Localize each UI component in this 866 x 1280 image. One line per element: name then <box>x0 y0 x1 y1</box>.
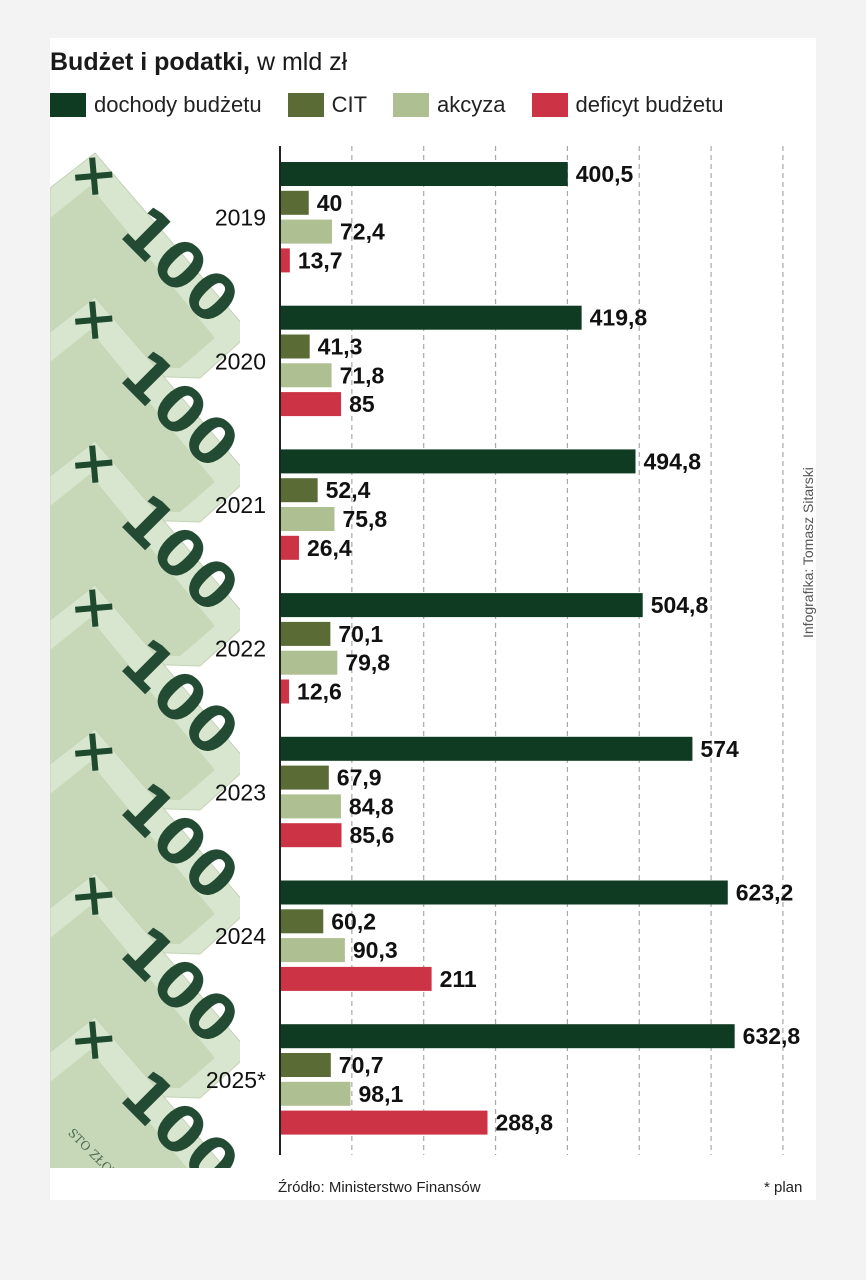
bar-dochody-budżetu <box>280 736 693 761</box>
bar-dochody-budżetu <box>280 880 728 905</box>
legend-swatch <box>531 93 568 117</box>
bar-CIT <box>280 1053 331 1077</box>
bar-akcyza <box>280 650 338 675</box>
banknote: ×100 <box>50 859 240 1099</box>
bar-akcyza <box>280 1081 351 1106</box>
data-label: 41,3 <box>318 334 363 360</box>
chart-title: Budżet i podatki, w mld zł <box>50 48 347 77</box>
data-label: 26,4 <box>307 535 352 561</box>
legend-swatch <box>393 93 430 117</box>
data-label: 494,8 <box>644 448 702 474</box>
legend-label: CIT <box>331 92 368 117</box>
bar-akcyza <box>280 219 333 244</box>
data-label: 72,4 <box>340 219 385 245</box>
data-label: 85,6 <box>350 822 395 848</box>
data-label: 85 <box>349 391 375 417</box>
bar-deficyt-budżetu <box>280 966 432 991</box>
title-subtitle: w mld zł <box>256 48 348 76</box>
title-main: Budżet i podatki, <box>50 48 250 76</box>
data-label: 71,8 <box>340 362 385 388</box>
data-label: 574 <box>700 736 739 762</box>
year-tick-label: 2023 <box>215 779 266 805</box>
infographic-card: Budżet i podatki, w mld zł dochody budże… <box>50 38 816 1200</box>
data-label: 75,8 <box>342 506 387 532</box>
bar-akcyza <box>280 794 341 819</box>
year-tick-label: 2021 <box>215 492 266 518</box>
legend-item-cit: CIT <box>287 92 368 118</box>
data-label: 70,1 <box>338 621 383 647</box>
bar-CIT <box>280 765 329 790</box>
legend: dochody budżetu CIT akcyza deficyt budże… <box>50 92 750 118</box>
bar-CIT <box>280 190 309 215</box>
data-label: 13,7 <box>298 247 343 273</box>
bar-CIT <box>280 621 331 646</box>
data-label: 67,9 <box>337 765 382 791</box>
banknote: ×100STO ZŁOTYCH <box>50 1003 240 1168</box>
year-tick-label: 2022 <box>215 636 266 662</box>
bar-dochody-budżetu <box>280 305 582 330</box>
bar-dochody-budżetu <box>280 593 643 618</box>
year-tick-label: 2019 <box>215 205 266 231</box>
bar-CIT <box>280 478 318 503</box>
banknotes-illustration: ×100×100×100×100×100×100×100STO ZŁOTYCH <box>50 139 240 1168</box>
bar-deficyt-budżetu <box>280 1110 488 1135</box>
bar-akcyza <box>280 938 345 963</box>
data-label: 400,5 <box>576 161 634 187</box>
data-label: 12,6 <box>297 679 342 705</box>
legend-label: deficyt budżetu <box>575 92 724 117</box>
data-label: 90,3 <box>353 937 398 963</box>
bar-akcyza <box>280 363 332 388</box>
bar-chart: 2019 400,5 40 72,413,7 2020 419,8 41,371,8 85 20… <box>206 146 801 1155</box>
data-label: 623,2 <box>736 880 794 906</box>
data-label: 211 <box>440 966 477 992</box>
data-label: 419,8 <box>590 305 648 331</box>
legend-label: dochody budżetu <box>94 92 262 117</box>
data-label: 288,8 <box>496 1110 554 1136</box>
legend-swatch <box>50 93 86 117</box>
data-label: 52,4 <box>326 477 371 503</box>
legend-label: akcyza <box>437 92 506 117</box>
bar-deficyt-budżetu <box>280 248 290 273</box>
data-label: 504,8 <box>651 592 709 618</box>
bar-deficyt-budżetu <box>280 392 342 417</box>
plan-footnote: * plan <box>764 1179 803 1196</box>
data-label: 98,1 <box>358 1081 403 1107</box>
bar-deficyt-budżetu <box>280 679 290 704</box>
year-tick-label: 2024 <box>215 923 266 949</box>
bar-dochody-budżetu <box>280 162 568 186</box>
data-label: 40 <box>317 190 343 216</box>
legend-swatch <box>287 93 324 117</box>
year-tick-label: 2025* <box>206 1067 266 1093</box>
bar-deficyt-budżetu <box>280 823 342 848</box>
bar-dochody-budżetu <box>280 1024 735 1049</box>
year-tick-label: 2020 <box>215 348 266 374</box>
bar-CIT <box>280 334 310 359</box>
legend-item-dochody: dochody budżetu <box>50 92 262 118</box>
legend-item-akcyza: akcyza <box>393 92 506 118</box>
bar-dochody-budżetu <box>280 449 636 474</box>
data-label: 632,8 <box>743 1023 801 1049</box>
legend-item-deficyt: deficyt budżetu <box>531 92 724 118</box>
source-note: Źródło: Ministerstwo Finansów <box>278 1179 481 1196</box>
credit-text: Infografika: Tomasz Sitarski <box>800 467 816 638</box>
bar-akcyza <box>280 507 335 531</box>
bar-deficyt-budżetu <box>280 535 299 560</box>
data-label: 79,8 <box>345 650 390 676</box>
data-label: 70,7 <box>339 1052 384 1078</box>
data-label: 60,2 <box>331 908 376 934</box>
bar-CIT <box>280 909 324 934</box>
data-label: 84,8 <box>349 793 394 819</box>
